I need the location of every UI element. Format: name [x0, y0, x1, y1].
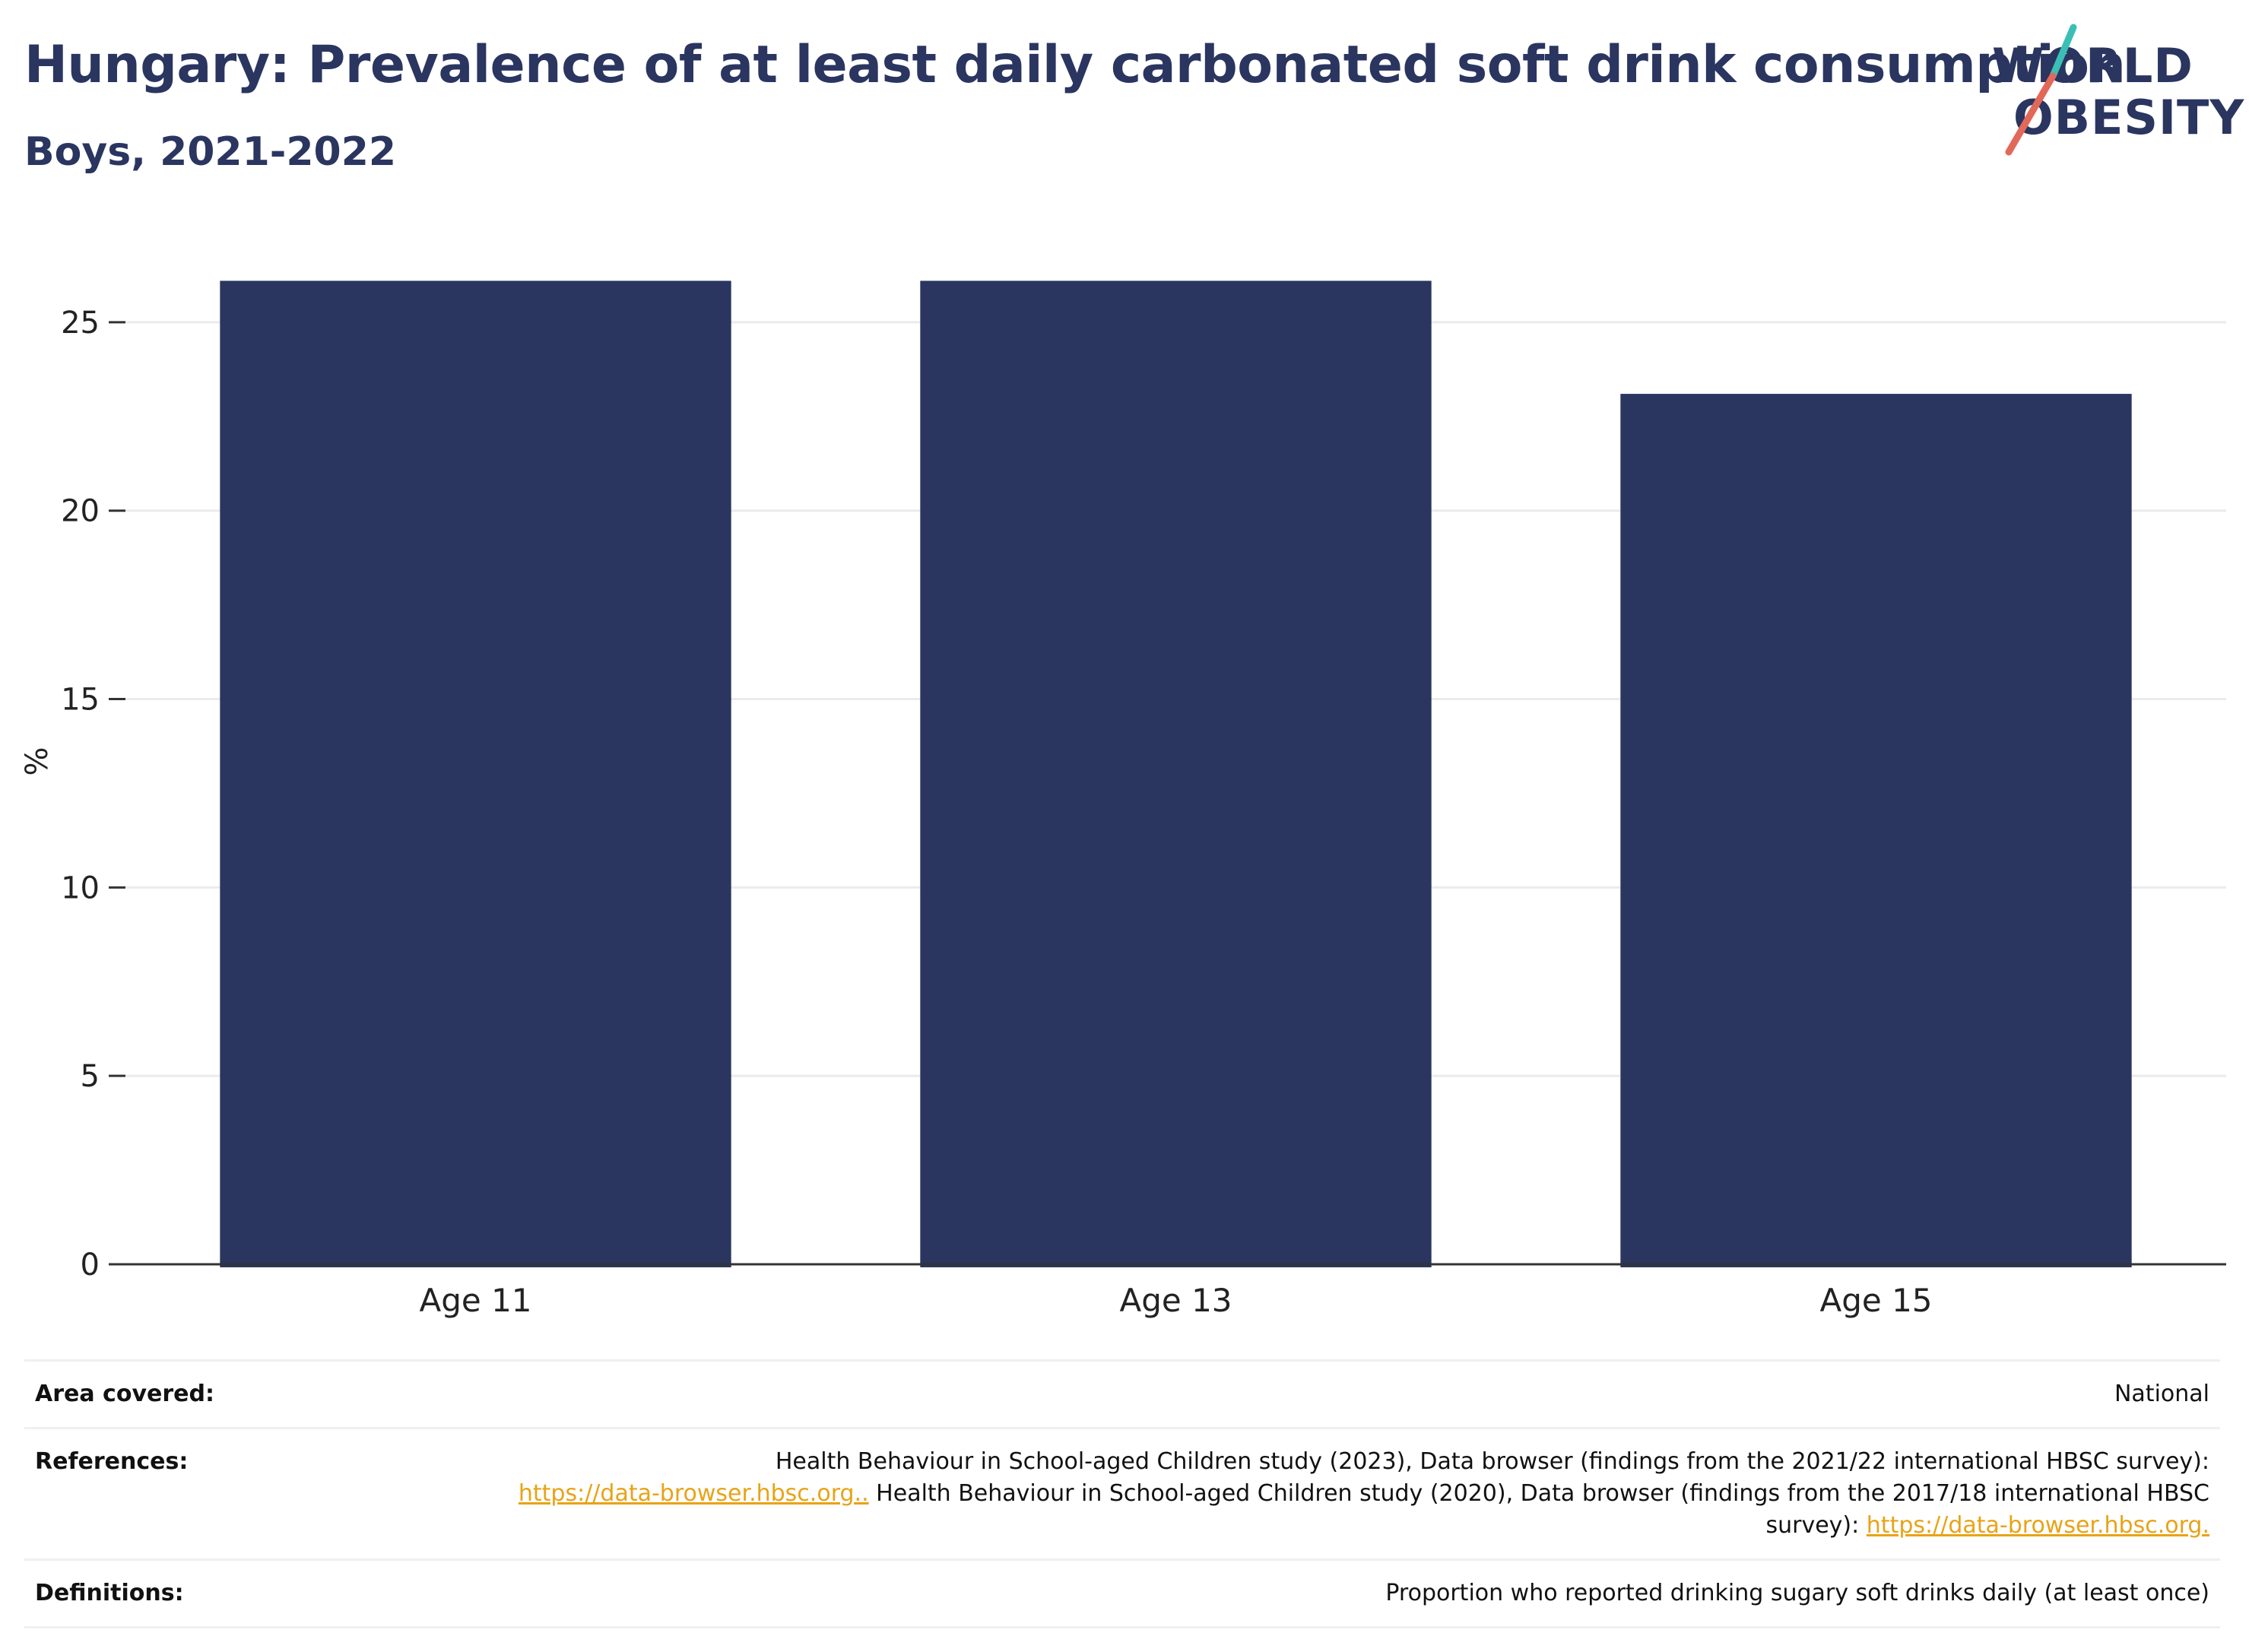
definitions-row: Definitions: Proportion who reported dri…: [24, 1559, 2220, 1628]
logo-slash-top: [2049, 24, 2077, 80]
chart-subtitle: Boys, 2021-2022: [24, 129, 397, 175]
reference-link-2[interactable]: https://data-browser.hbsc.org.: [1866, 1512, 2209, 1539]
chart-title: Hungary: Prevalence of at least daily ca…: [24, 35, 2126, 95]
references-label: References:: [35, 1448, 189, 1475]
y-tick-labels: 0 5 10 15 20 25: [61, 306, 125, 1283]
logo-slash-bottom: [2005, 72, 2057, 156]
bar-age-13: [920, 281, 1432, 1267]
references-value: Health Behaviour in School-aged Children…: [426, 1428, 2220, 1560]
references-row: References: Health Behaviour in School-a…: [24, 1428, 2220, 1560]
logo-word-world: WORLD: [1992, 38, 2193, 94]
x-tick-label: Age 13: [1119, 1282, 1232, 1319]
y-tick-label: 5: [81, 1059, 100, 1094]
logo-word-obesity: OBESITY: [2013, 90, 2245, 145]
y-tick-label: 0: [81, 1248, 100, 1283]
definitions-label: Definitions:: [35, 1580, 184, 1606]
x-tick-label: Age 11: [419, 1282, 531, 1319]
area-covered-value: National: [2114, 1381, 2209, 1407]
y-tick-label: 20: [61, 494, 100, 529]
y-tick-label: 15: [61, 683, 100, 718]
bar-chart: 0 5 10 15 20 25 Age 11 Age 13 Age 15 %: [20, 281, 2226, 1319]
bars: [220, 281, 2132, 1267]
reference-link-1[interactable]: https://data-browser.hbsc.org..: [518, 1480, 869, 1507]
logo-slash-icon: [2005, 24, 2077, 156]
y-tick-label: 10: [61, 870, 100, 905]
area-covered-label: Area covered:: [35, 1381, 214, 1407]
bar-age-15: [1620, 394, 2132, 1267]
y-tick-label: 25: [61, 306, 100, 341]
world-obesity-logo: WORLD OBESITY: [1977, 23, 2244, 160]
reference-text-2: Health Behaviour in School-aged Children…: [876, 1480, 2209, 1539]
reference-text-1: Health Behaviour in School-aged Children…: [775, 1448, 2209, 1475]
bar-age-11: [220, 281, 731, 1267]
area-covered-row: Area covered: National: [24, 1360, 2220, 1428]
definitions-value: Proportion who reported drinking sugary …: [1385, 1580, 2209, 1606]
y-axis-label: %: [20, 747, 55, 775]
info-table: Area covered: National References: Healt…: [24, 1359, 2220, 1628]
x-tick-label: Age 15: [1819, 1282, 1932, 1319]
x-tick-labels: Age 11 Age 13 Age 15: [419, 1282, 1932, 1319]
